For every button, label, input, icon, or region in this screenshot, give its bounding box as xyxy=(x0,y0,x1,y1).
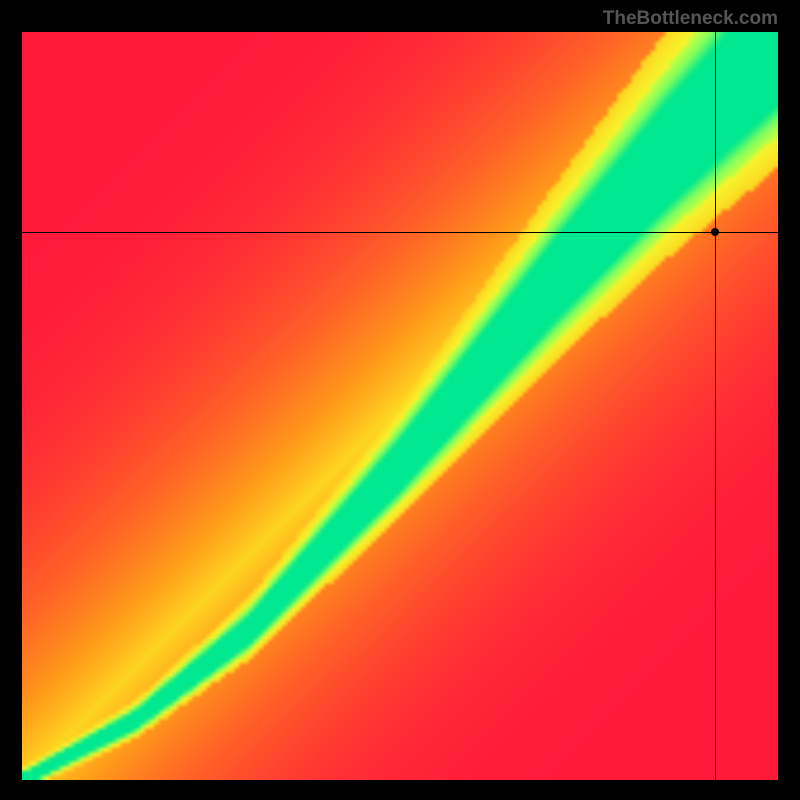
crosshair-vertical xyxy=(715,32,716,780)
heatmap-canvas xyxy=(22,32,778,780)
watermark-text: TheBottleneck.com xyxy=(603,8,778,30)
crosshair-horizontal xyxy=(22,232,778,233)
plot-area xyxy=(22,32,778,780)
marker-dot xyxy=(711,228,719,236)
